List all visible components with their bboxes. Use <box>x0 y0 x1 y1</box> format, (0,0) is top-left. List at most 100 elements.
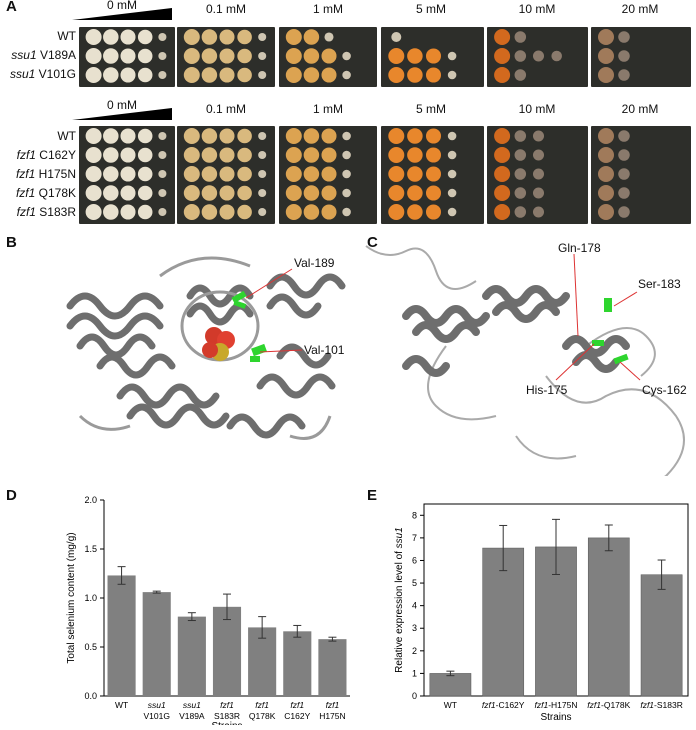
yeast-spot <box>85 67 102 83</box>
concentration-label: 0.1 mM <box>205 102 246 116</box>
yeast-spot <box>158 51 167 61</box>
ssu1-expression-chart: 0 1 2 3 4 5 6 7 8 WT fzf1-C162Y fzf1-H175N fzf1-Q178… <box>394 503 689 723</box>
error-bar <box>152 590 161 594</box>
concentration-label: 1 mM <box>313 102 343 116</box>
yeast-spot <box>425 128 442 144</box>
yeast-spot <box>407 67 423 83</box>
yeast-spot <box>388 166 405 182</box>
yeast-spot <box>532 168 545 180</box>
concentration-label: 0 mM <box>107 98 137 112</box>
yeast-spot <box>618 50 630 62</box>
yeast-spot <box>388 67 405 83</box>
strain-label: WT <box>57 29 76 43</box>
yeast-spot <box>425 166 442 182</box>
yeast-spot <box>342 188 351 198</box>
yeast-spot <box>494 204 511 220</box>
spot-plate-0mM-1 <box>79 27 175 87</box>
yeast-spot <box>407 147 423 163</box>
error-bar <box>657 559 666 590</box>
yeast-spot <box>201 48 218 64</box>
yeast-spot <box>85 48 102 64</box>
panel-label-c: C <box>367 234 378 251</box>
yeast-spot <box>618 206 630 218</box>
yeast-spot <box>237 48 252 64</box>
yeast-spot <box>514 168 527 180</box>
yeast-spot <box>407 48 423 64</box>
spot-plate-10mM-2 <box>487 126 588 224</box>
yeast-spot <box>388 204 405 220</box>
residue-label-gln178: Gln-178 <box>558 241 601 255</box>
yeast-spot <box>285 185 302 201</box>
yeast-spot <box>219 67 235 83</box>
x-tick-label: V101G <box>143 711 169 721</box>
concentration-label: 10 mM <box>518 2 556 16</box>
residue-label-cys162: Cys-162 <box>642 383 687 397</box>
x-tick-label: ssu1 <box>183 700 201 710</box>
panel-label-a: A <box>6 0 17 15</box>
yeast-spot <box>447 169 457 179</box>
spot-plate-0.1mM-1 <box>177 27 275 87</box>
error-bar <box>187 612 196 622</box>
yeast-spot <box>388 128 405 144</box>
x-tick-label: fzf1-Q178K <box>587 700 630 710</box>
yeast-spot <box>137 204 153 220</box>
yeast-spot <box>201 128 218 144</box>
yeast-spot <box>158 150 167 160</box>
yeast-spot <box>407 204 423 220</box>
yeast-spot <box>447 70 457 80</box>
yeast-spot <box>158 70 167 80</box>
concentration-label: 5 mM <box>416 2 446 16</box>
yeast-spot <box>598 185 614 201</box>
strain-label: ssu1 V101G <box>9 67 76 81</box>
yeast-spot <box>219 147 235 163</box>
yeast-spot <box>285 48 302 64</box>
y-tick-label: 0 <box>412 691 417 701</box>
yeast-spot <box>219 185 235 201</box>
x-tick-label: fzf1 <box>290 700 304 710</box>
yeast-spot <box>201 204 218 220</box>
y-tick-label: 7 <box>412 533 417 543</box>
selenium-content-chart: 0.00.51.01.52.0WT ssu1V101Gssu1V189Afzf1S… <box>66 495 350 725</box>
yeast-spot <box>321 204 337 220</box>
dilution-wedge-1 <box>72 8 172 20</box>
x-axis-title: Strains <box>540 712 571 723</box>
yeast-spot <box>85 29 102 45</box>
yeast-spot <box>425 48 442 64</box>
yeast-spot <box>158 32 167 42</box>
yeast-spot <box>183 185 200 201</box>
bar <box>318 639 347 696</box>
y-tick-label: 2.0 <box>84 495 97 505</box>
yeast-spot <box>285 29 302 45</box>
yeast-spot <box>514 206 527 218</box>
x-tick-label: WT <box>115 700 128 710</box>
yeast-spot <box>103 29 119 45</box>
residue-label-his175: His-175 <box>526 383 568 397</box>
ssu1-structure-model: Val-189 Val-101 <box>66 256 346 440</box>
yeast-spot <box>618 69 630 81</box>
x-tick-label: fzf1 <box>255 700 269 710</box>
bar <box>142 592 171 696</box>
yeast-spot <box>103 147 119 163</box>
yeast-spot <box>120 29 136 45</box>
yeast-spot <box>285 128 302 144</box>
y-tick-label: 1.5 <box>84 544 97 554</box>
yeast-spot <box>391 32 402 42</box>
error-bar <box>446 670 455 677</box>
y-tick-label: 6 <box>412 555 417 565</box>
y-tick-label: 8 <box>412 510 417 520</box>
error-bar <box>552 518 560 575</box>
concentration-label: 0.1 mM <box>205 2 246 16</box>
yeast-spot <box>258 169 267 179</box>
concentration-label: 20 mM <box>621 2 659 16</box>
yeast-spot <box>321 185 337 201</box>
yeast-spot <box>551 50 562 62</box>
yeast-spot <box>388 147 405 163</box>
x-tick-label: H175N <box>319 711 345 721</box>
yeast-spot <box>258 188 267 198</box>
bar <box>177 616 206 696</box>
concentration-label: 1 mM <box>313 2 343 16</box>
yeast-spot <box>494 67 511 83</box>
yeast-spot <box>321 128 337 144</box>
yeast-spot <box>137 185 153 201</box>
concentration-label: 10 mM <box>518 102 556 116</box>
